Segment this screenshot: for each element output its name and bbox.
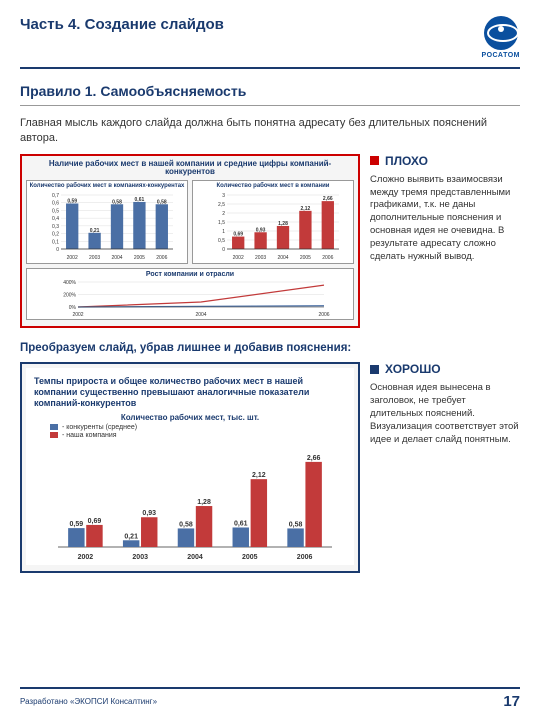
bad-chart-2: Количество рабочих мест в компании 00,51…: [192, 180, 354, 264]
square-icon: [370, 365, 379, 374]
svg-text:0,21: 0,21: [90, 228, 100, 234]
svg-text:2002: 2002: [67, 255, 78, 261]
svg-text:2002: 2002: [72, 312, 83, 317]
svg-text:0,7: 0,7: [52, 193, 59, 199]
svg-text:0,5: 0,5: [218, 238, 225, 244]
good-chart-title: Темпы прироста и общее количество рабочи…: [30, 374, 350, 412]
svg-text:0,61: 0,61: [234, 520, 248, 527]
svg-text:0,69: 0,69: [88, 518, 102, 525]
svg-text:0,59: 0,59: [70, 521, 84, 528]
svg-text:2005: 2005: [134, 255, 145, 261]
svg-text:2004: 2004: [187, 554, 203, 561]
bad-chart-title: Наличие рабочих мест в нашей компании и …: [26, 160, 354, 181]
svg-text:0%: 0%: [69, 305, 77, 311]
legend-swatch-icon: [50, 432, 58, 438]
svg-text:2002: 2002: [78, 554, 94, 561]
square-icon: [370, 156, 379, 165]
svg-text:0,93: 0,93: [142, 510, 156, 517]
header: Часть 4. Создание слайдов РОСАТОМ: [20, 16, 520, 59]
svg-text:2006: 2006: [156, 255, 167, 261]
good-side: ХОРОШО Основная идея вынесена в заголово…: [370, 362, 520, 572]
legend-swatch-icon: [50, 424, 58, 430]
svg-text:2006: 2006: [318, 312, 329, 317]
svg-text:1: 1: [222, 229, 225, 235]
svg-text:2: 2: [222, 211, 225, 217]
svg-text:2005: 2005: [300, 255, 311, 261]
bad-tag: ПЛОХО: [370, 154, 520, 168]
logo-icon: [484, 16, 518, 50]
legend: - конкуренты (среднее) - наша компания: [50, 424, 350, 439]
transform-label: Преобразуем слайд, убрав лишнее и добави…: [20, 342, 520, 354]
svg-text:0,2: 0,2: [52, 232, 59, 238]
svg-text:2004: 2004: [111, 255, 122, 261]
svg-text:1,28: 1,28: [278, 221, 288, 227]
good-subtitle: Количество рабочих мест, тыс. шт.: [30, 413, 350, 422]
svg-text:2006: 2006: [322, 255, 333, 261]
svg-text:2003: 2003: [255, 255, 266, 261]
rule-desc: Главная мысль каждого слайда должна быть…: [20, 116, 520, 146]
svg-text:0: 0: [222, 247, 225, 253]
page-number: 17: [503, 693, 520, 710]
good-chart-svg: 0,59 0,69 2002 0,21 0,93 2003 0,58 1,28 2004 0,61…: [30, 441, 350, 561]
svg-text:2,66: 2,66: [307, 455, 321, 462]
bad-text: Сложно выявить взаимосвязи между тремя п…: [370, 174, 520, 264]
good-chart-box: Темпы прироста и общее количество рабочи…: [20, 362, 360, 572]
svg-text:0,58: 0,58: [112, 200, 122, 206]
svg-text:0,58: 0,58: [179, 521, 193, 528]
subdivider: [20, 105, 520, 106]
svg-text:1,28: 1,28: [197, 499, 211, 506]
svg-text:200%: 200%: [63, 293, 76, 299]
footer: Разработано «ЭКОПСИ Консалтинг» 17: [20, 687, 520, 710]
bad-growth-chart: Рост компании и отрасли 0%200%400%200220…: [26, 268, 354, 320]
divider: [20, 67, 520, 69]
good-row: Темпы прироста и общее количество рабочи…: [20, 362, 520, 572]
svg-text:2003: 2003: [89, 255, 100, 261]
svg-text:0,58: 0,58: [157, 200, 167, 206]
good-tag: ХОРОШО: [370, 362, 520, 376]
svg-text:0,58: 0,58: [289, 521, 303, 528]
svg-text:2,12: 2,12: [252, 472, 266, 479]
svg-text:2004: 2004: [277, 255, 288, 261]
svg-text:0,61: 0,61: [135, 197, 145, 203]
svg-text:400%: 400%: [63, 280, 76, 286]
logo: РОСАТОМ: [482, 16, 521, 59]
svg-text:2002: 2002: [233, 255, 244, 261]
bad-side: ПЛОХО Сложно выявить взаимосвязи между т…: [370, 154, 520, 329]
svg-text:2,5: 2,5: [218, 202, 225, 208]
svg-text:2003: 2003: [132, 554, 148, 561]
svg-text:2,66: 2,66: [323, 196, 333, 202]
svg-text:0,59: 0,59: [67, 199, 77, 205]
good-text: Основная идея вынесена в заголовок, не т…: [370, 382, 520, 446]
svg-text:0,1: 0,1: [52, 240, 59, 246]
footer-credit: Разработано «ЭКОПСИ Консалтинг»: [20, 697, 157, 706]
svg-text:2005: 2005: [242, 554, 258, 561]
bad-chart-1: Количество рабочих мест в компаниях-конк…: [26, 180, 188, 264]
svg-text:0,93: 0,93: [256, 228, 266, 234]
svg-text:0,69: 0,69: [233, 232, 243, 238]
svg-text:3: 3: [222, 193, 225, 199]
svg-text:0,4: 0,4: [52, 216, 59, 222]
bad-chart-box: Наличие рабочих мест в нашей компании и …: [20, 154, 360, 329]
page-title: Часть 4. Создание слайдов: [20, 16, 224, 33]
svg-text:0,6: 0,6: [52, 201, 59, 207]
svg-text:2004: 2004: [195, 312, 206, 317]
svg-text:0,5: 0,5: [52, 209, 59, 215]
svg-text:2006: 2006: [297, 554, 313, 561]
svg-text:0,21: 0,21: [124, 533, 138, 540]
bad-row: Наличие рабочих мест в нашей компании и …: [20, 154, 520, 329]
rule-title: Правило 1. Самообъясняемость: [20, 83, 520, 99]
svg-text:1,5: 1,5: [218, 220, 225, 226]
svg-text:0,3: 0,3: [52, 224, 59, 230]
svg-text:2,12: 2,12: [301, 206, 311, 212]
logo-text: РОСАТОМ: [482, 52, 521, 59]
svg-text:0: 0: [56, 247, 59, 253]
